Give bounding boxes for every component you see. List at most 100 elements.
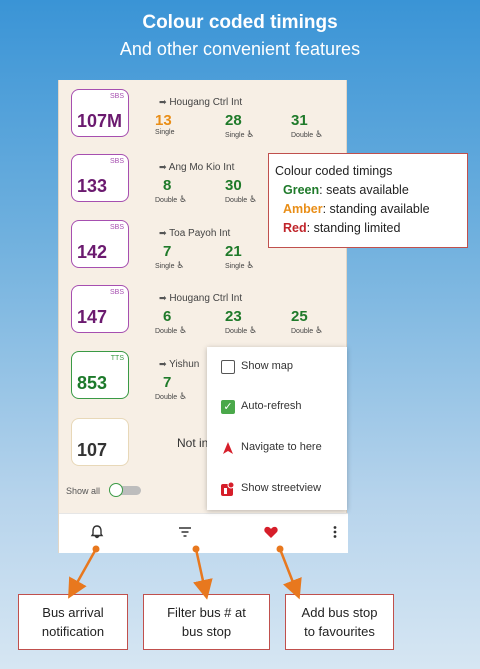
menu-item-streetview[interactable]: Show streetview: [207, 469, 347, 509]
arrow-line: [278, 548, 302, 600]
deck-type: Double: [155, 394, 178, 401]
menu-item-show-map[interactable]: Show map: [207, 347, 347, 387]
destination-label: Ang Mo Kio Int: [168, 162, 235, 173]
bus-number: 147: [77, 307, 108, 327]
arrival-minutes: 28: [225, 112, 242, 129]
deck-type: Single: [155, 129, 175, 136]
menu-item-auto-refresh[interactable]: ✓ Auto-refresh: [207, 387, 347, 427]
deck-type: Single: [225, 132, 245, 139]
destination: ➡ Hougang Ctrl Int: [159, 293, 242, 304]
arrival-timing: 23 Double ♿: [225, 309, 271, 336]
deck-type: Double: [225, 328, 248, 335]
bell-icon[interactable]: [87, 524, 107, 544]
callout-notification: Bus arrival notification: [18, 594, 128, 650]
direction-arrow-icon: ➡: [159, 293, 167, 303]
callout-line: bus stop: [181, 624, 232, 639]
legend-title: Colour coded timings: [275, 164, 393, 178]
callout-line: notification: [41, 624, 105, 639]
heart-icon[interactable]: [261, 524, 281, 544]
destination: ➡ Ang Mo Kio Int: [159, 162, 234, 173]
bus-number: 107: [77, 440, 108, 460]
checkbox-empty-icon[interactable]: [221, 360, 235, 374]
arrival-minutes: 6: [163, 308, 172, 325]
bus-row[interactable]: TTS 853 ➡ Yishun 7 Double ♿: [59, 351, 348, 411]
legend-amber-text: : standing available: [322, 202, 430, 216]
arrival-timing: 31 Double ♿: [291, 113, 337, 140]
toggle-knob: [109, 483, 123, 497]
arrival-minutes: 30: [225, 177, 242, 194]
bus-number-badge[interactable]: SBS 142: [71, 220, 129, 268]
legend-amber-label: Amber: [283, 202, 323, 216]
operator-label: SBS: [109, 93, 124, 100]
bus-number-badge[interactable]: SBS 133: [71, 154, 129, 202]
arrival-minutes: 31: [291, 112, 308, 129]
callout-line: to favourites: [304, 624, 375, 639]
arrival-timing: 7 Single ♿: [155, 244, 201, 271]
destination-label: Hougang Ctrl Int: [169, 293, 243, 304]
menu-item-navigate[interactable]: Navigate to here: [207, 428, 347, 468]
deck-type: Single: [225, 263, 245, 270]
callout-favourites: Add bus stop to favourites: [285, 594, 394, 650]
hero-header: Colour coded timings And other convenien…: [0, 10, 480, 62]
arrival-minutes: 21: [225, 243, 242, 260]
wheelchair-icon: ♿: [179, 194, 188, 204]
legend-green-label: Green: [283, 183, 320, 197]
filter-icon[interactable]: [175, 524, 195, 544]
legend-green-text: : seats available: [319, 183, 409, 197]
direction-arrow-icon: ➡: [159, 162, 167, 172]
wheelchair-icon: ♿: [179, 325, 188, 335]
wheelchair-icon: ♿: [179, 391, 188, 401]
wheelchair-icon: ♿: [249, 194, 258, 204]
deck-type: Double: [155, 328, 178, 335]
more-vert-icon[interactable]: [325, 524, 345, 544]
bus-row[interactable]: SBS 107M ➡ Hougang Ctrl Int 13 Single 28…: [59, 89, 348, 149]
bus-row[interactable]: 107: [59, 418, 348, 478]
wheelchair-icon: ♿: [315, 325, 324, 335]
show-all-label: Show all: [66, 486, 101, 496]
wheelchair-icon: ♿: [176, 260, 185, 270]
arrival-timing: 6 Double ♿: [155, 309, 201, 336]
menu-item-label: Show map: [241, 360, 293, 372]
bus-number-badge[interactable]: SBS 107M: [71, 89, 129, 137]
arrival-timing: 28 Single ♿: [225, 113, 271, 140]
bus-number: 142: [77, 242, 108, 262]
arrival-timing: 30 Double ♿: [225, 178, 271, 205]
operator-label: SBS: [109, 289, 124, 296]
deck-type: Double: [291, 328, 314, 335]
arrival-minutes: 13: [155, 112, 172, 129]
destination: ➡ Yishun: [159, 359, 199, 370]
bus-row[interactable]: SBS 147 ➡ Hougang Ctrl Int 6 Double ♿ 23…: [59, 285, 348, 345]
arrow-line: [193, 548, 213, 600]
bus-number: 853: [77, 373, 108, 393]
destination-label: Toa Payoh Int: [169, 228, 231, 239]
menu-item-label: Show streetview: [241, 482, 322, 494]
navigation-arrow-icon: [221, 441, 235, 455]
arrival-timing: 25 Double ♿: [291, 309, 337, 336]
arrival-minutes: 23: [225, 308, 242, 325]
bus-row[interactable]: SBS 142 ➡ Toa Payoh Int 7 Single ♿ 21 Si…: [59, 220, 348, 280]
arrow-line: [68, 548, 98, 599]
toggle-track: [115, 486, 141, 495]
callout-line: Bus arrival: [42, 605, 104, 620]
bus-number: 107M: [77, 111, 123, 131]
bus-number: 133: [77, 176, 108, 196]
checkbox-checked-icon[interactable]: ✓: [221, 400, 235, 414]
timing-legend-callout: Colour coded timings Green: seats availa…: [268, 153, 468, 248]
bus-number-badge[interactable]: SBS 147: [71, 285, 129, 333]
bus-row[interactable]: SBS 133 ➡ Ang Mo Kio Int 8 Double ♿ 30 D…: [59, 154, 348, 214]
destination: ➡ Toa Payoh Int: [159, 228, 230, 239]
show-all-toggle[interactable]: [109, 483, 141, 497]
wheelchair-icon: ♿: [315, 129, 324, 139]
arrival-timing: 8 Double ♿: [155, 178, 201, 205]
menu-item-label: Navigate to here: [241, 441, 322, 453]
arrival-timing: 7 Double ♿: [155, 375, 201, 402]
operator-label: SBS: [109, 158, 124, 165]
bus-number-badge[interactable]: TTS 853: [71, 351, 129, 399]
deck-type: Double: [155, 197, 178, 204]
wheelchair-icon: ♿: [246, 129, 255, 139]
bus-number-badge[interactable]: 107: [71, 418, 129, 466]
service-status: Not in: [177, 436, 209, 450]
hero-subtitle: And other convenient features: [119, 39, 361, 59]
operator-label: TTS: [110, 355, 124, 362]
wheelchair-icon: ♿: [249, 325, 258, 335]
